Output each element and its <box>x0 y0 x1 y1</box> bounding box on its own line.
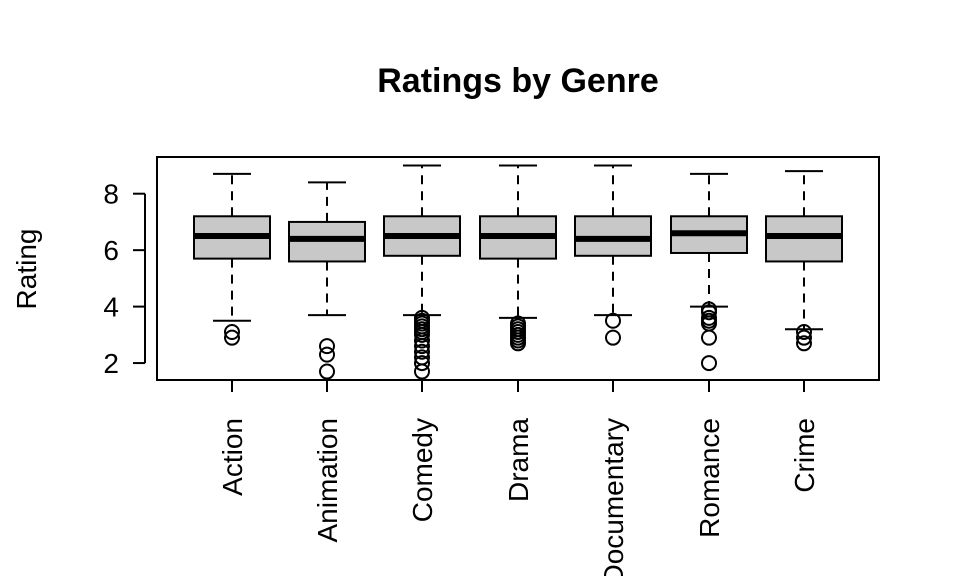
x-tick-label: Documentary <box>598 418 629 576</box>
outlier-point <box>224 324 240 341</box>
boxes-group <box>193 164 843 380</box>
outlier-point <box>414 343 430 360</box>
box-drama <box>479 164 557 352</box>
y-axis-label: Rating <box>11 229 42 310</box>
outlier-point <box>701 304 717 321</box>
outlier-point <box>796 324 812 341</box>
x-tick-label: Drama <box>503 418 534 502</box>
chart-title: Ratings by Genre <box>377 62 659 100</box>
outlier-point <box>414 363 430 380</box>
outlier-point <box>414 326 430 343</box>
outlier-point <box>319 338 335 355</box>
outlier-point <box>319 363 335 380</box>
outlier-point <box>510 335 526 352</box>
x-tick-label: Comedy <box>407 418 438 522</box>
outlier-point <box>414 355 430 372</box>
box-action <box>193 172 271 346</box>
x-tick-label: Animation <box>312 418 343 543</box>
outlier-point <box>701 355 717 372</box>
box-crime <box>765 170 843 352</box>
outlier-point <box>224 329 240 346</box>
y-tick-label: 2 <box>103 348 119 379</box>
y-tick-label: 4 <box>103 292 119 323</box>
box-documentary <box>574 164 652 346</box>
outlier-point <box>414 338 430 355</box>
x-axis: Action Animation Comedy Drama Documentary Rom… <box>217 379 820 576</box>
x-tick-label: Action <box>217 418 248 496</box>
x-tick-label: Crime <box>789 418 820 493</box>
y-axis: 2 4 6 8 <box>103 179 146 379</box>
box-animation <box>288 181 366 380</box>
outlier-point <box>319 346 335 363</box>
y-tick-label: 8 <box>103 179 119 210</box>
outlier-point <box>796 335 812 352</box>
outlier-point <box>796 329 812 346</box>
outlier-point <box>605 312 621 329</box>
box-romance <box>670 172 748 372</box>
outlier-point <box>701 329 717 346</box>
outlier-point <box>605 329 621 346</box>
y-tick-label: 6 <box>103 235 119 266</box>
outlier-point <box>414 332 430 349</box>
x-tick-label: Romance <box>694 418 725 538</box>
box-comedy <box>383 164 461 380</box>
